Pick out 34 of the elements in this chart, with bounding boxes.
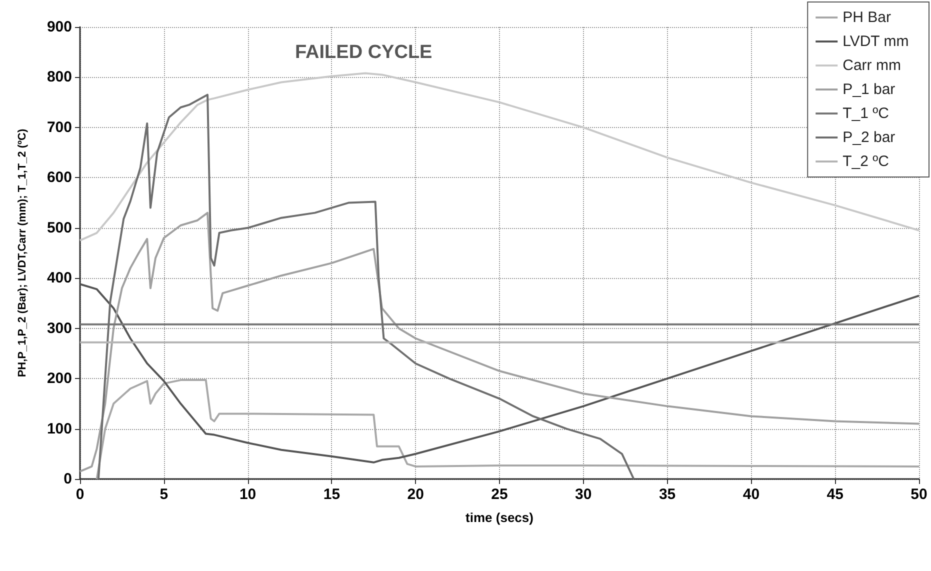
legend-label: Carr mm — [842, 57, 901, 74]
x-tick-label: 35 — [658, 486, 676, 503]
y-tick-label: 500 — [46, 219, 72, 236]
line-series — [96, 379, 920, 480]
y-tick-label: 400 — [46, 270, 72, 287]
y-tick-label: 900 — [46, 18, 72, 36]
y-tick-label: 700 — [46, 118, 72, 136]
x-axis-title: time (secs) — [466, 510, 534, 525]
x-tick-label: 50 — [910, 486, 928, 503]
x-tick-label: 20 — [407, 486, 424, 503]
x-tick-label: 0 — [76, 486, 84, 503]
y-tick-label: 200 — [46, 370, 72, 388]
y-tick-label: 300 — [46, 320, 72, 337]
x-tick-label: 40 — [742, 486, 760, 503]
legend-label: LVDT mm — [842, 33, 909, 50]
x-tick-label: 25 — [491, 486, 508, 503]
y-tick-label: 600 — [46, 169, 72, 186]
legend-label: PH Bar — [842, 9, 891, 26]
x-tick-label: 30 — [575, 486, 592, 503]
legend-label: T_2 ºC — [842, 153, 890, 170]
x-tick-label: 10 — [239, 486, 256, 503]
legend-label: P_2 bar — [842, 129, 896, 146]
y-tick-label: 800 — [46, 68, 72, 86]
x-tick-label: 5 — [160, 486, 168, 503]
x-tick-label: 45 — [826, 486, 844, 503]
y-tick-label: 100 — [46, 420, 72, 438]
text: FAILED CYCLE — [295, 42, 432, 63]
line-series — [79, 283, 920, 464]
y-axis-title: PH,P_1,P_2 (Bar); LVDT,Carr (mm); T_1,T_2 (ºC) — [16, 128, 28, 378]
y-tick-label: 0 — [64, 470, 72, 488]
x-tick-label: 15 — [323, 486, 340, 503]
legend-label: P_1 bar — [842, 81, 896, 98]
legend-label: T_1 ºC — [842, 105, 890, 122]
line-series — [79, 72, 920, 242]
